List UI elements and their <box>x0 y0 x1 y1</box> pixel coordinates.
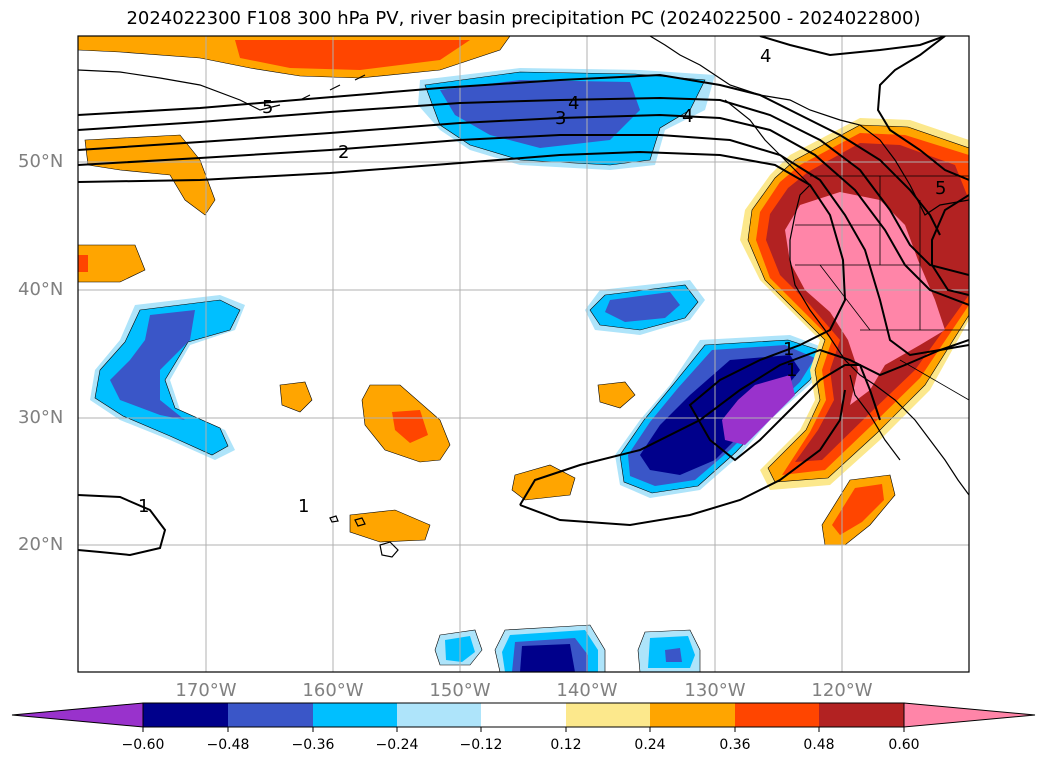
map-title: 2024022300 F108 300 hPa PV, river basin … <box>126 8 921 29</box>
colorbar-tick-label: −0.12 <box>459 737 503 753</box>
precip-positive-area <box>78 255 88 272</box>
colorbar-segment <box>143 703 228 727</box>
contour-label: 4 <box>760 46 771 67</box>
lon-label: 150°W <box>429 680 491 701</box>
precip-positive-area <box>84 134 216 216</box>
colorbar <box>11 702 1036 732</box>
colorbar-tick-label: −0.60 <box>121 737 165 753</box>
contour-label: 4 <box>682 106 693 127</box>
colorbar-tick-label: −0.36 <box>291 737 335 753</box>
colorbar-segment <box>566 703 650 727</box>
contour-label: 1 <box>298 496 309 517</box>
precip-positive-area <box>279 381 313 413</box>
colorbar-segment <box>650 703 735 727</box>
precip-negative-area <box>665 648 682 662</box>
colorbar-segment <box>228 703 313 727</box>
colorbar-segment <box>397 703 481 727</box>
precip-negative-area <box>520 644 575 672</box>
pv-contour-labels: 5 4 4 3 2 1 1 1 1 4 5 <box>138 46 946 517</box>
graticule <box>78 36 969 672</box>
colorbar-tick-label: 0.60 <box>888 737 920 753</box>
colorbar-segment <box>819 703 904 727</box>
contour-label: 5 <box>935 178 946 199</box>
lon-label: 140°W <box>556 680 618 701</box>
colorbar-extend-low <box>11 702 144 728</box>
colorbar-tick-label: 0.48 <box>803 737 835 753</box>
colorbar-tick-label: −0.48 <box>206 737 250 753</box>
lat-label: 30°N <box>18 407 64 428</box>
precip-positive-area <box>349 509 431 543</box>
contour-label: 4 <box>568 93 579 114</box>
lat-label: 50°N <box>18 151 64 172</box>
colorbar-tick-label: 0.36 <box>719 737 751 753</box>
lon-label: 120°W <box>811 680 873 701</box>
colorbar-tick-label: −0.24 <box>375 737 419 753</box>
lon-label: 170°W <box>175 680 237 701</box>
precip-positive-area <box>832 484 884 535</box>
precip-negative-area <box>94 299 241 456</box>
precip-negative-area <box>605 292 680 322</box>
map-frame <box>77 35 970 673</box>
precip-positive-area <box>235 40 470 70</box>
contour-label: 1 <box>138 496 149 517</box>
colorbar-segment <box>481 703 566 727</box>
precip-negative-area <box>110 310 195 420</box>
contour-label: 3 <box>555 108 566 129</box>
lon-label: 130°W <box>684 680 746 701</box>
colorbar-tick-label: 0.24 <box>634 737 666 753</box>
precip-negative-area <box>440 80 640 148</box>
precip-fill-layer: 5 4 4 3 2 1 1 1 1 4 5 <box>78 36 969 672</box>
lat-label: 40°N <box>18 279 64 300</box>
lon-label: 160°W <box>302 680 364 701</box>
contour-label: 2 <box>338 142 349 163</box>
precip-negative-area <box>722 375 795 445</box>
colorbar-segment <box>313 703 397 727</box>
precip-positive-area <box>78 244 146 283</box>
contour-label: 5 <box>262 97 273 118</box>
pv-contours <box>78 36 969 557</box>
colorbar-extend-high <box>903 702 1036 728</box>
colorbar-segment <box>735 703 819 727</box>
contour-label: 1 <box>786 360 797 381</box>
contour-label: 1 <box>783 339 794 360</box>
colorbar-tick-label: 0.12 <box>550 737 582 753</box>
precip-positive-area <box>597 381 636 409</box>
lat-label: 20°N <box>18 534 64 555</box>
